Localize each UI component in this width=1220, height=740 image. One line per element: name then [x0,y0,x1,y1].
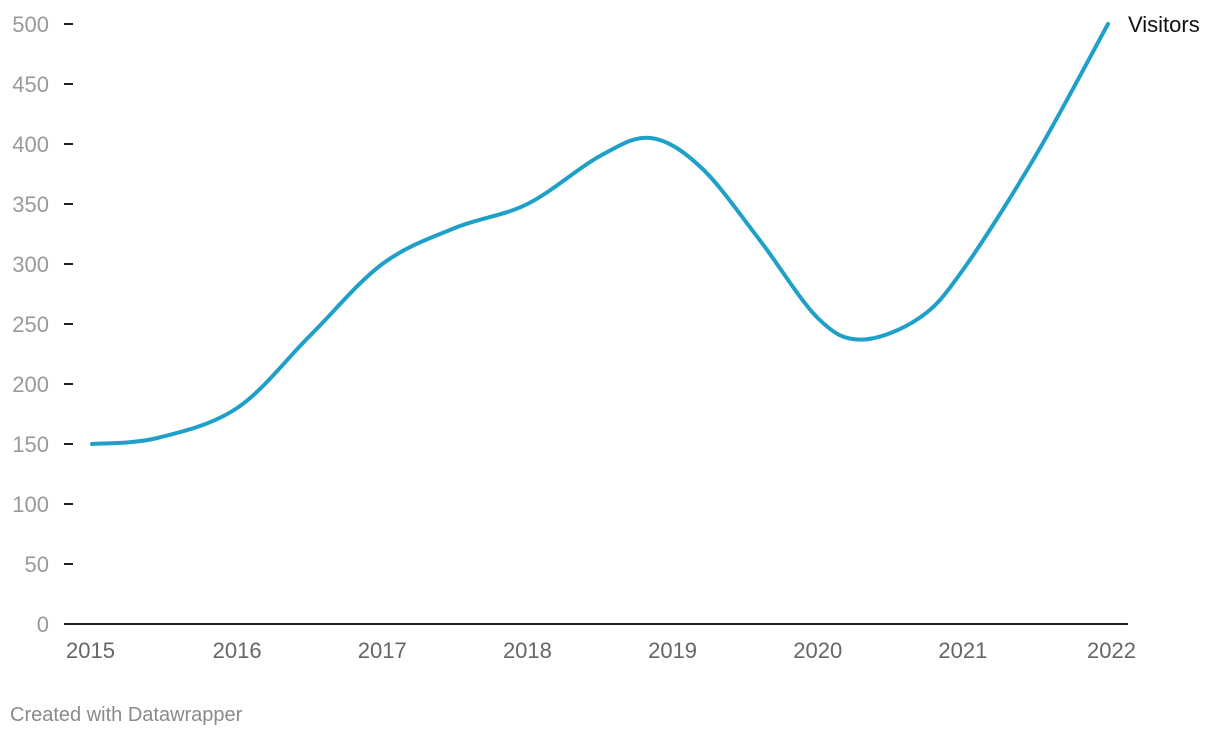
y-tick-label: 150 [12,432,49,457]
series-layer: Visitors [90,12,1200,446]
series-label-visitors: Visitors [1128,12,1200,37]
x-tick-label: 2016 [213,638,262,663]
y-tick-label: 450 [12,72,49,97]
y-tick-label: 100 [12,492,49,517]
y-tick-label: 350 [12,192,49,217]
datawrapper-credit: Created with Datawrapper [10,704,243,726]
x-tick-label: 2019 [648,638,697,663]
y-axis: 0 50 100 150 200 250 300 350 400 450 500 [12,12,73,637]
y-tick-label: 400 [12,132,49,157]
x-tick-label: 2020 [793,638,842,663]
x-tick-label: 2021 [938,638,987,663]
x-tick-label: 2015 [66,638,115,663]
y-tick-label: 500 [12,12,49,37]
y-tick-label: 250 [12,312,49,337]
x-tick-label: 2018 [503,638,552,663]
y-tick-label: 300 [12,252,49,277]
x-tick-label: 2017 [358,638,407,663]
y-tick-label: 50 [25,552,49,577]
y-tick-label: 200 [12,372,49,397]
series-line-visitors [90,22,1110,446]
x-tick-label: 2022 [1087,638,1136,663]
y-tick-label: 0 [37,612,49,637]
x-axis: 2015 2016 2017 2018 2019 2020 2021 2022 [64,623,1136,663]
